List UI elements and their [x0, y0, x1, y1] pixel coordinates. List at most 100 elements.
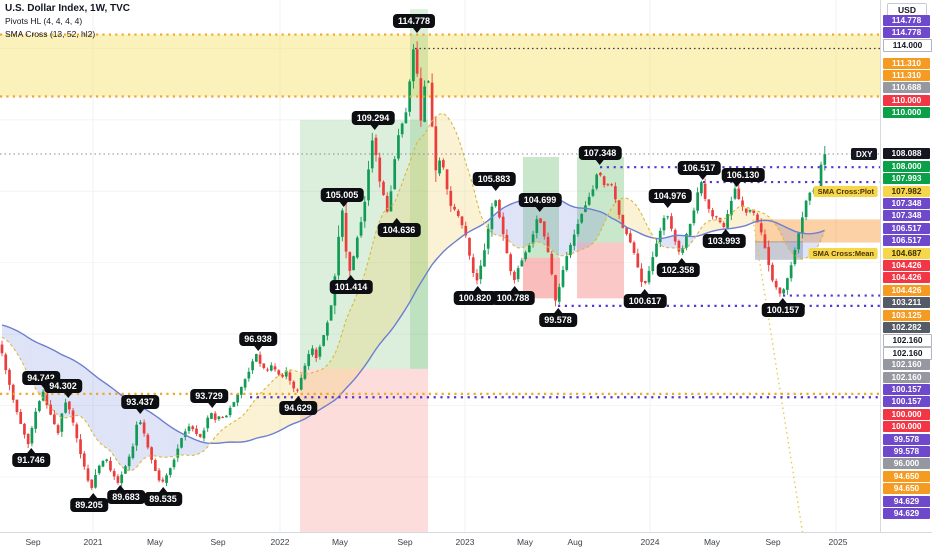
time-label[interactable]: Aug: [567, 537, 583, 547]
price-scale[interactable]: USD 114.778 114.778 114.000 111.310 111.310 1…: [880, 0, 932, 532]
candle-body: [688, 223, 692, 236]
sma-fill: [13, 328, 17, 354]
indicator-pivots-label[interactable]: Pivots HL (4, 4, 4, 4): [5, 16, 83, 26]
sma-fill: [454, 128, 459, 243]
candle-body: [11, 384, 15, 400]
time-scale[interactable]: Sep 2021 May Sep 2022 May Sep 2023 May Aug 2024 May…: [0, 532, 932, 550]
sma-fill: [649, 229, 653, 238]
candle-body: [284, 370, 288, 377]
sma-fill: [555, 198, 560, 256]
sma-fill: [267, 382, 272, 436]
sma-fill: [634, 202, 638, 233]
candle-body: [187, 426, 191, 431]
sma-fill: [368, 245, 373, 361]
sma-fill: [447, 116, 451, 249]
candle-body: [591, 189, 595, 196]
candle-body: [49, 404, 52, 415]
symbol-title[interactable]: U.S. Dollar Index, 1W, TVC: [5, 3, 131, 14]
price-scale-label: 102.160: [883, 346, 932, 360]
price-scale-label: 110.688: [883, 82, 930, 94]
candle-body: [38, 401, 41, 411]
price-chart-canvas[interactable]: [0, 0, 880, 532]
sma-fill: [196, 440, 201, 455]
sma-fill: [95, 376, 100, 443]
time-label[interactable]: Sep: [25, 537, 41, 547]
candle-body: [744, 208, 748, 213]
time-label[interactable]: 2024: [640, 537, 660, 547]
time-label[interactable]: 2021: [83, 537, 103, 547]
price-scale-label: 103.125: [883, 309, 930, 321]
sma-fill: [716, 219, 721, 231]
candle-body: [464, 225, 468, 236]
supply-demand-zone: [577, 156, 624, 243]
candle-body: [662, 218, 666, 231]
pivot-label: 96.938: [239, 332, 277, 352]
pivot-label: 104.636: [377, 217, 421, 237]
candle-body: [617, 200, 621, 215]
pivot-pointer-icon: [370, 125, 379, 131]
sma-fill: [316, 370, 320, 412]
time-label[interactable]: 2023: [455, 537, 475, 547]
candle-body: [299, 377, 303, 390]
time-label[interactable]: May: [331, 537, 349, 547]
sma-fill: [626, 198, 631, 229]
price-scale-label: 94.629: [883, 495, 930, 507]
time-label[interactable]: 2025: [828, 537, 848, 547]
candle-body: [165, 475, 168, 483]
candle-body: [329, 305, 333, 321]
candle-body: [337, 236, 340, 276]
pivot-label: 100.820: [453, 285, 497, 305]
pivot-label: 89.683: [107, 484, 145, 504]
sma-fill: [525, 198, 530, 247]
sma-fill: [424, 127, 429, 277]
time-label[interactable]: 2022: [270, 537, 290, 547]
time-label[interactable]: May: [703, 537, 721, 547]
candle-body: [786, 278, 789, 290]
price-scale-label: 103.211: [883, 297, 930, 309]
time-label[interactable]: May: [516, 537, 534, 547]
supply-demand-zone: [755, 241, 803, 260]
sma-fill: [136, 405, 141, 468]
pivot-pointer-icon: [510, 286, 519, 292]
pivot-pointer-icon: [677, 258, 686, 264]
sma-fill: [667, 236, 672, 248]
sma-fill: [465, 162, 470, 234]
sma-fill: [738, 205, 743, 228]
sma-fill: [637, 207, 642, 235]
candle-body: [808, 192, 812, 201]
candle-body: [79, 439, 82, 454]
sma-fill: [16, 330, 21, 360]
candle-body: [127, 456, 131, 467]
sma-plot-tag: SMA Cross:Plot: [813, 186, 878, 197]
candle-body: [819, 164, 823, 188]
sma-fast-line: [1, 112, 826, 472]
sma-fill: [663, 237, 668, 248]
candle-body: [97, 465, 101, 474]
pivot-pointer-icon: [116, 484, 124, 490]
time-label[interactable]: Sep: [210, 537, 226, 547]
candle-body: [666, 216, 670, 218]
candle-body: [471, 257, 475, 273]
sma-fill: [237, 416, 242, 443]
price-scale-label: 107.348: [883, 210, 930, 222]
candle-body: [210, 413, 213, 419]
sma-fill: [151, 413, 156, 456]
time-label[interactable]: Sep: [397, 537, 413, 547]
pivot-pointer-icon: [721, 229, 730, 235]
sma-fill: [5, 326, 10, 343]
pivot-pointer-icon: [732, 181, 741, 187]
candle-body: [726, 214, 729, 228]
candle-body: [303, 365, 307, 379]
sma-fill: [102, 381, 107, 449]
sma-fill: [372, 231, 376, 355]
time-label[interactable]: May: [146, 537, 164, 547]
candle-body: [142, 422, 146, 434]
candle-body: [195, 428, 198, 434]
sma-fill: [28, 337, 32, 383]
candle-body: [494, 200, 498, 207]
candle-body: [4, 354, 8, 371]
time-label[interactable]: Sep: [765, 537, 781, 547]
candle-body: [423, 86, 426, 122]
indicator-sma-label[interactable]: SMA Cross (13, 52, hl2): [5, 29, 96, 39]
sma-fill: [450, 121, 455, 246]
